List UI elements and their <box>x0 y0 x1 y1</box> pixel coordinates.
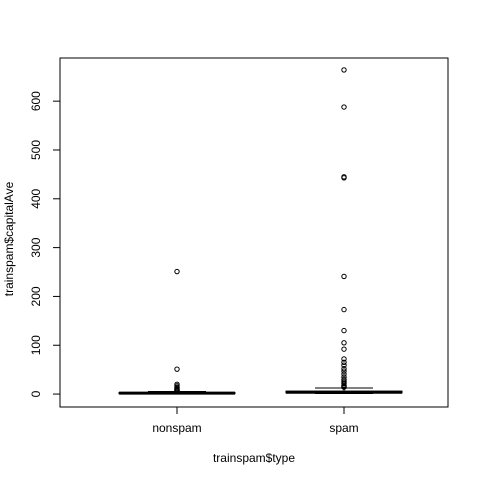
box-nonspam <box>118 268 236 395</box>
y-tick-label: 600 <box>29 91 43 111</box>
y-tick-label: 100 <box>29 335 43 355</box>
outlier-point <box>341 371 347 377</box>
outlier-point <box>341 273 347 280</box>
y-tick-label: 500 <box>29 140 43 160</box>
outlier-point <box>174 366 180 372</box>
outlier-point <box>341 346 347 352</box>
outlier-point <box>341 327 347 334</box>
outlier-point <box>341 306 347 313</box>
outlier-point <box>341 359 347 366</box>
outlier-point <box>341 384 347 390</box>
box-spam <box>285 67 403 394</box>
y-axis-label: trainspam$capitalAve <box>2 181 16 296</box>
outlier-point <box>341 365 347 372</box>
plot-frame <box>59 57 449 408</box>
x-tick-label: nonspam <box>152 421 201 435</box>
outlier-point <box>341 356 347 362</box>
outlier-point <box>341 340 347 346</box>
outlier-point <box>174 388 180 394</box>
outlier-point <box>341 175 347 181</box>
outlier-point <box>341 104 347 110</box>
y-tick-label: 0 <box>29 390 43 397</box>
y-tick-label: 400 <box>29 188 43 208</box>
outlier-point <box>174 268 180 275</box>
outlier-point <box>341 67 347 73</box>
y-tick-label: 300 <box>29 237 43 257</box>
outlier-point <box>341 368 347 374</box>
x-tick-label: spam <box>329 421 358 435</box>
x-axis-label: trainspam$type <box>213 451 295 465</box>
y-tick-label: 200 <box>29 286 43 306</box>
outlier-point <box>341 362 347 368</box>
